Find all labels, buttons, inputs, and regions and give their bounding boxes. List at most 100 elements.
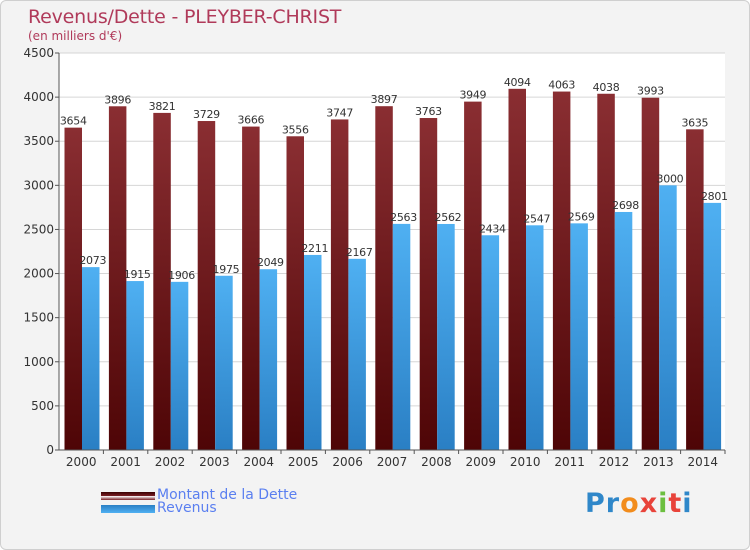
bar-dette — [419, 118, 438, 450]
x-tick-label: 2011 — [554, 455, 585, 469]
x-tick-label: 2013 — [643, 455, 674, 469]
bar-dette — [375, 106, 393, 450]
data-label-dette: 3763 — [415, 105, 442, 118]
x-tick-label: 2006 — [332, 455, 363, 469]
bar-revenus — [570, 223, 588, 450]
x-tick-label: 2005 — [288, 455, 319, 469]
legend-swatch-dette — [101, 492, 155, 500]
data-label-dette: 3666 — [237, 114, 264, 127]
bar-dette — [508, 88, 526, 450]
x-tick-label: 2008 — [421, 455, 452, 469]
bar-revenus — [304, 254, 322, 450]
logo-letter: o — [620, 488, 640, 519]
bar-revenus — [526, 225, 544, 450]
bar-dette — [464, 101, 482, 450]
x-tick-label: 2001 — [110, 455, 141, 469]
bar-revenus — [348, 258, 366, 450]
data-label-dette: 3821 — [149, 100, 176, 113]
data-label-dette: 3993 — [637, 85, 664, 98]
data-label-revenus: 2801 — [701, 190, 728, 203]
data-label-revenus: 2434 — [479, 222, 506, 235]
bar-dette — [64, 127, 82, 451]
y-tick-label: 1000 — [23, 355, 54, 369]
logo-letter: i — [658, 488, 669, 519]
y-tick-label: 3000 — [23, 178, 54, 192]
legend-label-dette: Montant de la Dette — [157, 487, 298, 503]
logo-letter: P — [585, 488, 606, 519]
bars — [64, 88, 722, 451]
bar-dette — [242, 126, 260, 450]
bar-revenus — [82, 267, 100, 450]
bar-dette — [286, 136, 304, 450]
bar-revenus — [481, 235, 500, 450]
x-tick-label: 2004 — [244, 455, 275, 469]
x-tick-label: 2007 — [377, 455, 408, 469]
data-label-dette: 4094 — [504, 76, 531, 89]
axes: 0 500 1000 1500 2000 2500 3000 3500 4000 4500 2000… — [23, 46, 726, 469]
data-label-dette: 3729 — [193, 108, 220, 121]
data-label-revenus: 1906 — [168, 269, 195, 282]
data-label-revenus: 2569 — [568, 210, 595, 223]
bar-dette — [330, 119, 349, 450]
bar-revenus — [215, 275, 233, 450]
data-label-revenus: 2563 — [390, 211, 417, 224]
data-label-dette: 3896 — [104, 93, 131, 106]
y-tick-label: 500 — [31, 399, 54, 413]
data-label-dette: 3897 — [371, 93, 398, 106]
data-label-dette: 3635 — [681, 116, 708, 129]
logo-letter: i — [682, 488, 693, 519]
data-label-dette: 3747 — [326, 106, 353, 119]
bar-dette — [552, 91, 571, 451]
bar-revenus — [614, 211, 633, 450]
data-label-revenus: 2562 — [435, 211, 462, 224]
legend-swatch-revenus — [101, 505, 155, 513]
data-label-revenus: 1975 — [213, 263, 240, 276]
bar-revenus — [703, 202, 722, 450]
data-label-revenus: 3000 — [657, 172, 684, 185]
y-tick-label: 2500 — [23, 222, 54, 236]
y-tick-label: 4000 — [23, 90, 54, 104]
bar-revenus — [392, 223, 411, 450]
bar-dette — [597, 93, 615, 450]
bar-revenus — [659, 185, 677, 451]
chart-subtitle: (en milliers d'€) — [28, 29, 123, 43]
bar-dette — [153, 112, 171, 450]
bar-revenus — [170, 281, 189, 450]
bar-dette — [197, 121, 216, 450]
data-label-revenus: 1915 — [124, 268, 151, 281]
chart-title: Revenus/Dette - PLEYBER-CHRIST — [28, 6, 342, 28]
y-tick-label: 3500 — [23, 134, 54, 148]
y-tick-label: 0 — [46, 443, 54, 457]
data-label-dette: 3556 — [282, 123, 309, 136]
data-label-revenus: 2049 — [257, 256, 284, 269]
x-tick-label: 2012 — [599, 455, 630, 469]
y-tick-label: 1500 — [23, 311, 54, 325]
data-label-revenus: 2211 — [301, 242, 328, 255]
x-tick-label: 2010 — [510, 455, 541, 469]
x-tick-label: 2003 — [199, 455, 230, 469]
bar-dette — [641, 97, 660, 450]
data-labels: 3654 2073 3896 1915 3821 1906 3729 1975 3666 2049… — [60, 76, 728, 282]
data-label-revenus: 2547 — [523, 212, 550, 225]
data-label-revenus: 2167 — [346, 246, 373, 259]
bar-dette — [108, 106, 127, 450]
x-tick-label: 2014 — [688, 455, 719, 469]
data-label-dette: 4063 — [548, 79, 575, 92]
data-label-revenus: 2698 — [612, 199, 639, 212]
data-label-dette: 3949 — [459, 89, 486, 102]
bar-revenus — [126, 281, 144, 450]
bar-revenus — [259, 269, 278, 450]
logo-letter: x — [639, 488, 659, 519]
data-label-dette: 3654 — [60, 115, 87, 128]
logo-letter: r — [605, 488, 621, 519]
x-tick-label: 2000 — [66, 455, 97, 469]
legend-label-revenus: Revenus — [157, 500, 217, 516]
data-label-dette: 4038 — [593, 81, 620, 94]
x-tick-label: 2002 — [155, 455, 186, 469]
x-tick-label: 2009 — [466, 455, 497, 469]
data-label-revenus: 2073 — [79, 254, 106, 267]
proxiti-logo: Proxiti — [585, 488, 693, 519]
bar-dette — [686, 129, 704, 450]
